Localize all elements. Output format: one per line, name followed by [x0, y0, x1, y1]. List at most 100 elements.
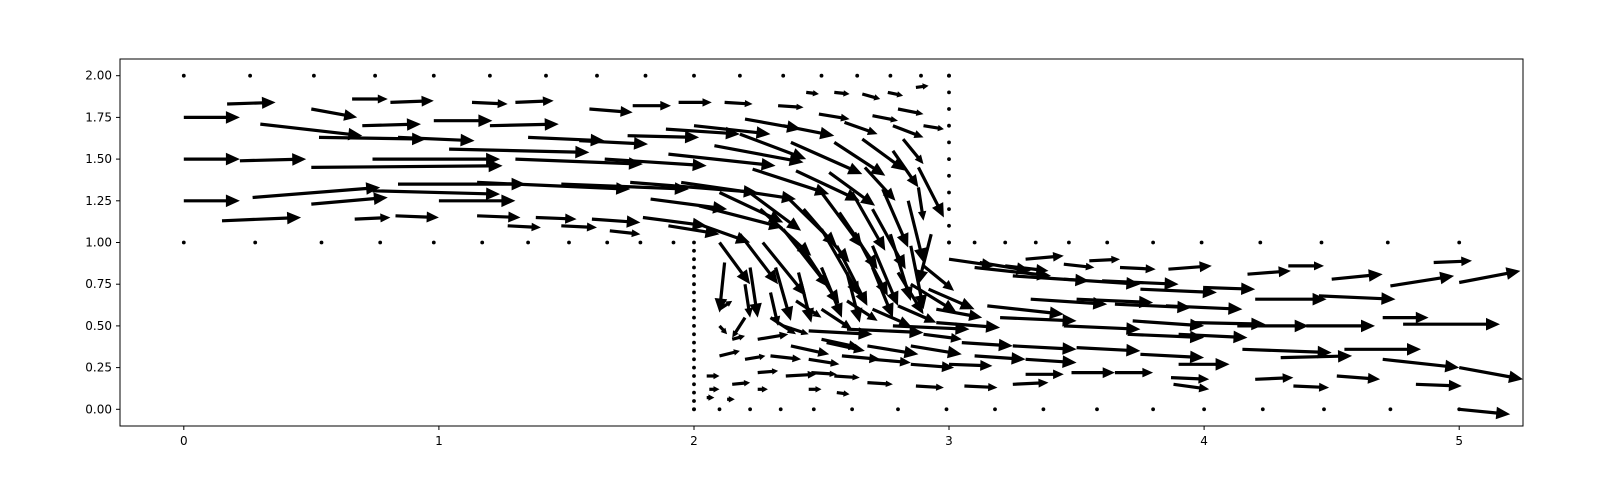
flow-arrow-shaft [1030, 297, 1095, 305]
flow-arrow-head [915, 109, 924, 116]
flow-arrow [1288, 261, 1324, 271]
flow-arrow-head [848, 340, 860, 351]
flow-arrow-head [421, 95, 434, 107]
flow-arrow [449, 145, 590, 159]
flow-arrow-head [855, 290, 868, 306]
boundary-point [319, 240, 324, 245]
boundary-point [947, 190, 951, 195]
flow-arrow-head [812, 90, 819, 97]
flow-arrow-shaft [609, 229, 634, 235]
flow-arrow-shaft [591, 217, 629, 224]
flow-arrow [1204, 282, 1256, 295]
flow-arrow [397, 133, 475, 147]
boundary-point [692, 257, 696, 262]
boundary-point [692, 299, 696, 303]
flow-arrow-head [626, 215, 641, 228]
flow-arrow-head [713, 386, 720, 393]
flow-arrow-head [998, 338, 1013, 352]
flow-arrow [915, 83, 929, 90]
flow-arrow-head [915, 269, 928, 285]
flow-arrow-head [1126, 343, 1141, 357]
flow-arrow-shaft [936, 321, 988, 329]
flow-arrow [390, 95, 434, 107]
flow-arrow-shaft [964, 384, 990, 389]
flow-arrow [719, 349, 740, 358]
flow-arrow-shaft [252, 186, 368, 200]
flow-arrow-head [786, 217, 802, 231]
boundary-point [692, 73, 696, 78]
flow-arrow [744, 187, 802, 231]
flow-arrow-shaft [1173, 382, 1201, 390]
boundary-point [811, 407, 816, 412]
boundary-point [888, 73, 893, 78]
flow-arrow [1063, 322, 1141, 335]
flow-arrow-shaft [867, 381, 888, 386]
flow-arrow [961, 338, 1013, 352]
x-tick-label: 5 [1455, 434, 1463, 448]
boundary-point [947, 157, 951, 162]
flow-arrow-head [1495, 406, 1511, 420]
flow-arrow-shaft [579, 139, 636, 146]
flow-arrow [845, 272, 863, 323]
flow-arrow-head [1198, 383, 1210, 393]
flow-arrow [535, 213, 577, 224]
flow-arrow [706, 372, 720, 380]
flow-arrow-head [1062, 355, 1077, 368]
boundary-point [1457, 407, 1462, 412]
flow-arrow-head [790, 148, 807, 160]
flow-arrow [489, 118, 559, 131]
flow-arrow-shaft [738, 233, 772, 276]
boundary-point [671, 240, 676, 245]
flow-arrow-shaft [1255, 376, 1285, 381]
flow-arrow-shaft [834, 374, 855, 379]
flow-arrow-shaft [891, 149, 914, 180]
flow-arrow-head [1052, 252, 1064, 262]
boundary-point [378, 240, 383, 245]
flow-arrow [828, 171, 876, 206]
flow-arrow [897, 107, 924, 116]
boundary-point [567, 240, 571, 245]
boundary-point [1322, 407, 1326, 412]
flow-arrow-shaft [471, 100, 500, 106]
flow-arrow-head [343, 109, 358, 121]
flow-arrow-head [755, 126, 771, 139]
flow-arrow-head [1312, 292, 1327, 306]
flow-arrow-head [1505, 267, 1521, 280]
flow-arrow-head [586, 222, 597, 232]
flow-arrow [1318, 292, 1396, 305]
flow-arrow-head [1461, 256, 1472, 267]
flow-arrow-shaft [260, 122, 351, 136]
flow-arrow [311, 159, 503, 173]
flow-arrow-shaft [768, 292, 778, 319]
boundary-point [1033, 240, 1038, 245]
flow-arrow-shaft [861, 137, 897, 165]
flow-arrow-head [886, 290, 899, 306]
flow-arrow [915, 383, 944, 391]
flow-arrow [777, 103, 804, 111]
flow-arrow [936, 320, 1001, 333]
boundary-point [1095, 407, 1099, 412]
flow-arrow [1247, 266, 1291, 278]
flow-arrow [1344, 343, 1421, 356]
flow-arrow-shaft [311, 196, 376, 206]
flow-arrow-shaft [833, 141, 876, 171]
flow-arrow-shaft [1063, 324, 1128, 331]
flow-arrow [910, 344, 962, 359]
flow-arrow-head [800, 328, 809, 336]
flow-arrow-shaft [311, 164, 491, 169]
flow-arrow-shaft [1331, 273, 1371, 281]
flow-arrow [632, 100, 671, 111]
flow-arrow-head [881, 302, 894, 318]
flow-arrow [1012, 378, 1049, 388]
boundary-point [944, 407, 949, 412]
flow-arrow [1336, 372, 1381, 384]
flow-arrow-shaft [698, 204, 772, 226]
flow-arrow-shaft [1193, 321, 1253, 326]
flow-arrow [1076, 343, 1141, 357]
boundary-point [373, 73, 377, 78]
flow-arrow-shaft [1415, 382, 1451, 388]
flow-arrow [738, 233, 779, 285]
flow-arrow-head [914, 154, 924, 165]
x-axis-ticks: 0 1 2 3 4 5 [180, 426, 1463, 448]
flow-arrow-head [744, 100, 753, 108]
